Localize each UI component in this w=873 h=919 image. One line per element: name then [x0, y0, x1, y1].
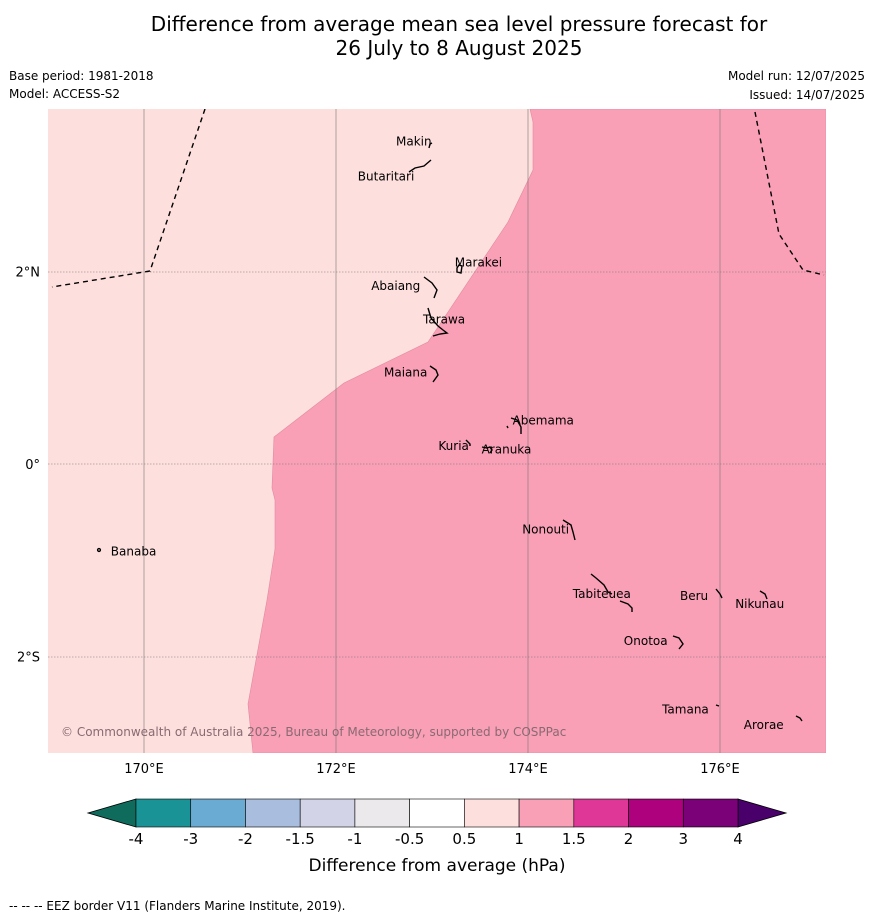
place-labels: Makin Butaritari Marakei Abaiang Tarawa Maian… [111, 134, 784, 732]
colorbar-tick-label: -1.5 [286, 830, 315, 848]
colorbar-tick-label: 1.5 [562, 830, 586, 848]
colorbar-swatch [354, 798, 410, 828]
place-label-banaba: Banaba [111, 545, 157, 559]
base-period: Base period: 1981-2018 [9, 69, 154, 83]
colorbar-tick-label: -1 [347, 830, 362, 848]
colorbar-low-extend [86, 798, 137, 828]
colorbar-label: Difference from average (hPa) [309, 856, 566, 876]
place-label-butaritari: Butaritari [358, 170, 415, 184]
place-label-tamana: Tamana [661, 703, 709, 717]
colorbar-swatch [464, 798, 520, 828]
colorbar-high-extend [737, 798, 788, 828]
colorbar-tick-label: 1 [514, 830, 524, 848]
place-label-nonouti: Nonouti [522, 522, 569, 536]
place-label-aranuka: Aranuka [482, 443, 532, 457]
place-label-arorae: Arorae [744, 718, 784, 732]
colorbar-tick-label: -3 [183, 830, 198, 848]
colorbar-swatch [628, 798, 684, 828]
place-label-kuria: Kuria [438, 439, 469, 453]
colorbar-swatch [135, 798, 192, 828]
place-label-marakei: Marakei [455, 256, 502, 270]
lon-label: 172°E [316, 762, 356, 777]
grid-lines [48, 109, 826, 753]
eez-border-legend: -- -- -- EEZ border V11 (Flanders Marine… [9, 899, 346, 913]
latitude-labels: 2°N 0° 2°S [16, 266, 41, 666]
title-line-1: Difference from average mean sea level p… [150, 12, 768, 36]
colorbar-swatch [682, 798, 739, 828]
model-run: Model run: 12/07/2025 [727, 69, 865, 83]
colorbar-tick-label: 0.5 [452, 830, 476, 848]
colorbar-swatch [409, 798, 465, 828]
colorbar-swatch [299, 798, 356, 828]
lat-label: 0° [25, 458, 40, 473]
place-label-nikunau: Nikunau [735, 597, 784, 611]
colorbar-tick-labels: -4 -3 -2 -1.5 -1 -0.5 0.5 1 1.5 2 3 4 [129, 830, 743, 848]
place-label-maiana: Maiana [384, 365, 427, 379]
pressure-difference-map: © Commonwealth of Australia 2025, Bureau… [16, 109, 826, 777]
colorbar-tick-label: 4 [733, 830, 743, 848]
place-label-onotoa: Onotoa [624, 634, 668, 648]
colorbar-tick-label: -2 [238, 830, 253, 848]
lon-label: 170°E [124, 762, 164, 777]
lat-label: 2°N [16, 266, 41, 281]
pink-region [247, 109, 826, 753]
place-label-abemama: Abemama [513, 413, 574, 427]
copyright-text: © Commonwealth of Australia 2025, Bureau… [61, 725, 566, 739]
colorbar: -4 -3 -2 -1.5 -1 -0.5 0.5 1 1.5 2 3 4 Difference fr… [86, 798, 788, 876]
colorbar-tick-label: 2 [624, 830, 634, 848]
colorbar-tick-label: 3 [678, 830, 688, 848]
eez-border-lines [51, 109, 825, 288]
lon-label: 174°E [508, 762, 548, 777]
colorbar-tick-label: -4 [129, 830, 144, 848]
issued-date: Issued: 14/07/2025 [749, 88, 865, 102]
place-label-tabiteuea: Tabiteuea [572, 587, 631, 601]
place-label-beru: Beru [680, 589, 708, 603]
colorbar-swatches [86, 798, 788, 828]
place-label-tarawa: Tarawa [422, 312, 465, 326]
colorbar-swatch [245, 798, 301, 828]
title-line-2: 26 July to 8 August 2025 [335, 36, 583, 60]
longitude-labels: 170°E 172°E 174°E 176°E [124, 762, 740, 777]
island-outlines [96, 142, 803, 722]
place-label-makin: Makin [396, 134, 432, 148]
lat-label: 2°S [17, 651, 40, 666]
colorbar-tick-label: -0.5 [395, 830, 424, 848]
colorbar-swatch [518, 798, 575, 828]
model-name: Model: ACCESS-S2 [9, 87, 121, 101]
place-label-abaiang: Abaiang [371, 279, 420, 293]
colorbar-swatch [190, 798, 246, 828]
colorbar-swatch [573, 798, 629, 828]
lon-label: 176°E [700, 762, 740, 777]
